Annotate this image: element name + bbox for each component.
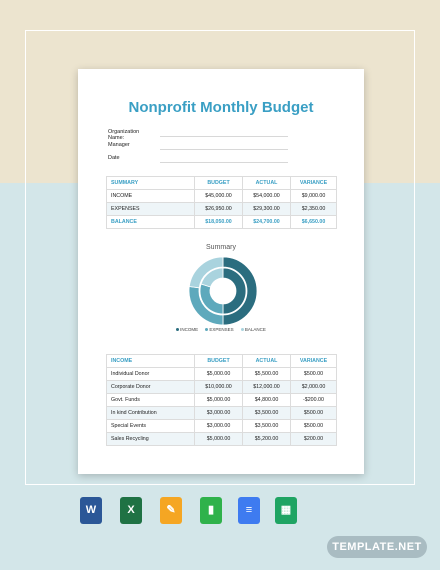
document-title: Nonprofit Monthly Budget (128, 99, 314, 116)
table-cell: $500.00 (290, 406, 337, 420)
table-cell: $6,650.00 (290, 215, 337, 229)
table-cell: Special Events (106, 419, 195, 433)
table-header: BUDGET (194, 176, 243, 190)
excel-icon[interactable]: X (120, 497, 142, 524)
table-cell: $500.00 (290, 367, 337, 381)
decorative-frame (25, 30, 415, 485)
table-row: In kind Contribution $3,000.00 $3,500.00… (106, 406, 337, 420)
table-cell: $200.00 (290, 432, 337, 446)
chart-title: Summary (206, 244, 236, 251)
google-sheets-icon[interactable]: ▦ (275, 497, 297, 524)
table-cell: $3,000.00 (194, 406, 243, 420)
table-row: Individual Donor $5,000.00 $5,500.00 $50… (106, 367, 337, 381)
table-cell: EXPENSES (106, 202, 195, 216)
organization-line (160, 136, 288, 137)
manager-label: Manager (108, 142, 130, 148)
donut-slice-balance (200, 267, 224, 288)
word-icon[interactable]: W (80, 497, 102, 524)
table-cell: $3,000.00 (194, 419, 243, 433)
table-cell: Corporate Donor (106, 380, 195, 394)
table-row: INCOME $45,000.00 $54,000.00 $9,000.00 (106, 189, 337, 203)
date-line (160, 162, 288, 163)
table-cell: Govt. Funds (106, 393, 195, 407)
table-cell: $3,500.00 (242, 406, 291, 420)
legend-item: EXPENSES (205, 327, 234, 332)
app-icon-bar: W X ✎ ▮ ≡ ▦ (0, 497, 440, 525)
table-cell: $54,000.00 (242, 189, 291, 203)
table-header: BUDGET (194, 354, 243, 368)
organization-label: Organization Name: (108, 129, 140, 141)
table-cell: $5,000.00 (194, 432, 243, 446)
table-header: VARIANCE (290, 354, 337, 368)
legend-item: INCOME (176, 327, 198, 332)
table-cell: Individual Donor (106, 367, 195, 381)
table-cell: $9,000.00 (290, 189, 337, 203)
table-cell: $5,000.00 (194, 393, 243, 407)
legend-item: BALANCE (240, 327, 266, 332)
table-cell: $12,000.00 (242, 380, 291, 394)
legend-label: EXPENSES (209, 327, 234, 332)
table-cell: $5,200.00 (242, 432, 291, 446)
table-header: ACTUAL (242, 176, 291, 190)
table-cell: BALANCE (106, 215, 195, 229)
table-row: Corporate Donor $10,000.00 $12,000.00 $2… (106, 380, 337, 394)
pages-icon[interactable]: ✎ (160, 497, 182, 524)
table-cell: $24,700.00 (242, 215, 291, 229)
table-row: Govt. Funds $5,000.00 $4,800.00 -$200.00 (106, 393, 337, 407)
table-cell: Sales Recycling (106, 432, 195, 446)
table-cell: $3,500.00 (242, 419, 291, 433)
table-cell: $45,000.00 (194, 189, 243, 203)
table-cell: $500.00 (290, 419, 337, 433)
table-cell: INCOME (106, 189, 195, 203)
legend-label: BALANCE (244, 327, 266, 332)
table-row: EXPENSES $26,950.00 $29,300.00 $2,350.00 (106, 202, 337, 216)
table-header: ACTUAL (242, 354, 291, 368)
google-docs-icon[interactable]: ≡ (238, 497, 260, 524)
donut-slice-income (222, 267, 247, 315)
document-page: Nonprofit Monthly Budget Organization Na… (78, 69, 364, 474)
template-net-badge[interactable]: TEMPLATE.NET (327, 536, 427, 558)
table-cell: -$200.00 (290, 393, 337, 407)
manager-line (160, 149, 288, 150)
table-cell: $29,300.00 (242, 202, 291, 216)
table-header-row: SUMMARY BUDGET ACTUAL VARIANCE (106, 176, 337, 190)
table-cell: $5,000.00 (194, 367, 243, 381)
table-row: Sales Recycling $5,000.00 $5,200.00 $200… (106, 432, 337, 446)
table-cell: $18,050.00 (194, 215, 243, 229)
table-cell: $5,500.00 (242, 367, 291, 381)
table-cell: $26,950.00 (194, 202, 243, 216)
table-header-row: INCOME BUDGET ACTUAL VARIANCE (106, 354, 337, 368)
table-row: Special Events $3,000.00 $3,500.00 $500.… (106, 419, 337, 433)
table-cell: $4,800.00 (242, 393, 291, 407)
table-cell: In kind Contribution (106, 406, 195, 420)
table-cell: $10,000.00 (194, 380, 243, 394)
numbers-icon[interactable]: ▮ (200, 497, 222, 524)
donut-hole (210, 278, 236, 304)
table-header: SUMMARY (106, 176, 195, 190)
table-header: INCOME (106, 354, 195, 368)
table-header: VARIANCE (290, 176, 337, 190)
summary-table: SUMMARY BUDGET ACTUAL VARIANCE INCOME $4… (106, 176, 337, 229)
table-cell: $2,350.00 (290, 202, 337, 216)
table-cell: $2,000.00 (290, 380, 337, 394)
date-label: Date (108, 155, 120, 161)
legend-label: INCOME (180, 327, 199, 332)
donut-slice-balance (189, 257, 224, 289)
income-table: INCOME BUDGET ACTUAL VARIANCE Individual… (106, 354, 337, 446)
table-row: BALANCE $18,050.00 $24,700.00 $6,650.00 (106, 215, 337, 229)
chart-legend: INCOME EXPENSES BALANCE (78, 327, 364, 332)
summary-donut-chart (189, 257, 257, 325)
